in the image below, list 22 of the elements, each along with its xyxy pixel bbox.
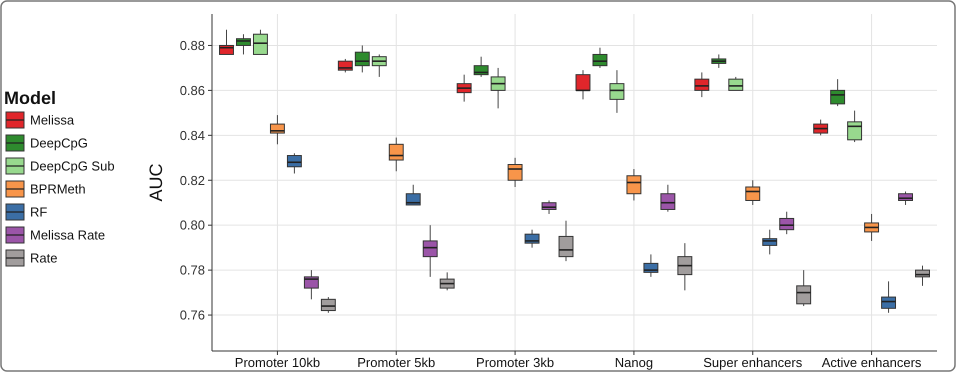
- x-tick-label: Promoter 3kb: [476, 355, 554, 370]
- legend-label: DeepCpG: [30, 136, 88, 151]
- x-tick-label: Promoter 10kb: [234, 355, 320, 370]
- y-tick-label: 0.78: [180, 262, 205, 278]
- y-tick-label: 0.76: [180, 308, 205, 323]
- y-tick-label: 0.88: [180, 38, 205, 54]
- x-tick-label: Active enhancers: [822, 355, 922, 370]
- legend-label: Melissa Rate: [30, 228, 106, 243]
- y-axis-title: AUC: [146, 163, 166, 202]
- y-tick-label: 0.86: [180, 82, 205, 98]
- y-tick-label: 0.84: [180, 128, 205, 143]
- legend-label: Rate: [30, 250, 58, 266]
- legend-label: Melissa: [30, 112, 75, 128]
- x-tick-label: Nanog: [614, 355, 654, 370]
- legend-title: Model: [4, 88, 56, 108]
- legend-label: RF: [30, 204, 48, 220]
- y-tick-label: 0.80: [180, 218, 205, 233]
- x-tick-label: Super enhancers: [703, 355, 803, 370]
- legend-label: BPRMeth: [30, 182, 86, 197]
- legend-label: DeepCpG Sub: [30, 158, 115, 174]
- y-tick-label: 0.82: [180, 172, 205, 188]
- x-tick-label: Promoter 5kb: [357, 355, 436, 370]
